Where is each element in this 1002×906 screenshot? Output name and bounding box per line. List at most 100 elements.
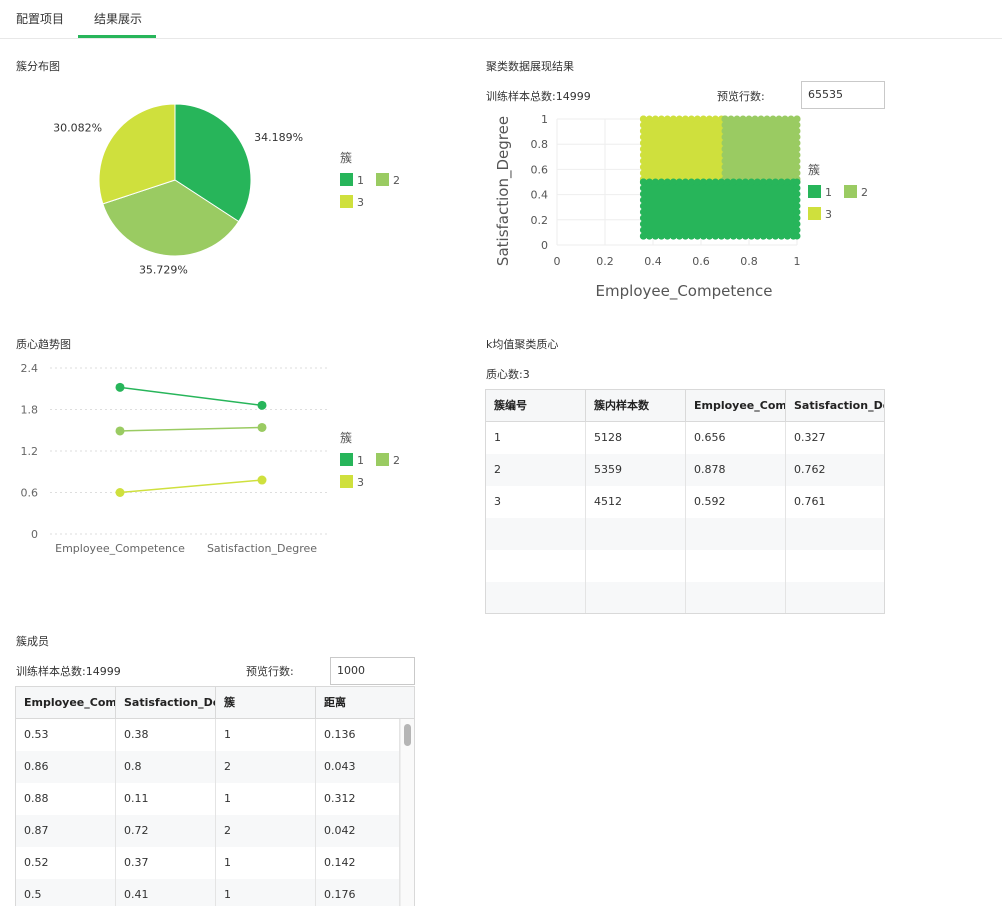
cluster-point	[783, 178, 791, 186]
table-row: 0.52 0.37 1 0.142	[16, 847, 414, 879]
pie-label-1: 34.189%	[254, 131, 303, 144]
cluster-point	[759, 232, 767, 240]
scrollbar-thumb[interactable]	[404, 724, 411, 746]
cluster-point	[639, 151, 647, 159]
series-line-1	[119, 386, 263, 407]
scatter-section-title: 聚类数据展现结果	[486, 60, 574, 73]
tab-config[interactable]: 配置项目	[16, 12, 65, 26]
y-tick-label: 1	[541, 113, 548, 126]
cluster-point	[777, 232, 785, 240]
members-header-cell[interactable]: 簇	[216, 687, 316, 718]
cluster-point	[733, 115, 741, 123]
members-preview-rows-input[interactable]: 1000	[330, 657, 415, 685]
legend-title: 簇	[340, 430, 352, 445]
table-cell: 0.136	[316, 719, 400, 751]
cluster-point	[721, 169, 729, 177]
centroid-section-title: k均值聚类质心	[486, 338, 559, 351]
cluster-point	[793, 121, 801, 129]
table-cell: 0.043	[316, 751, 400, 783]
cluster-point	[735, 232, 743, 240]
cluster-point	[793, 139, 801, 147]
table-cell: 0.53	[16, 719, 116, 751]
cluster-point	[639, 121, 647, 129]
cluster-point	[681, 115, 689, 123]
members-header-cell[interactable]: 距离	[324, 696, 346, 709]
table-cell: 2	[486, 454, 586, 486]
legend-swatch-3	[340, 475, 353, 488]
table-cell: 0.5	[16, 879, 116, 906]
table-row-empty	[486, 582, 884, 613]
x-tick-label: Employee_Competence	[55, 542, 185, 555]
cluster-point	[793, 133, 801, 141]
cluster-point	[793, 157, 801, 165]
cluster-point	[729, 232, 737, 240]
active-tab-indicator	[78, 35, 156, 38]
cluster-point	[639, 163, 647, 171]
cluster-point	[687, 232, 695, 240]
cluster-point	[711, 178, 719, 186]
table-cell: 0.11	[116, 783, 216, 815]
table-cell: 4512	[586, 486, 686, 518]
table-cell: 1	[216, 847, 316, 879]
cluster-point	[765, 178, 773, 186]
y-tick-label: 1.2	[21, 445, 39, 458]
cluster-point	[721, 127, 729, 135]
cluster-point	[699, 232, 707, 240]
cluster-point	[721, 121, 729, 129]
legend-swatch-2	[844, 185, 857, 198]
members-header-cell[interactable]: Satisfaction_Degree	[116, 687, 216, 718]
legend-label-2: 2	[393, 454, 400, 467]
table-cell	[686, 550, 786, 582]
pie-label-2: 35.729%	[139, 263, 188, 276]
cluster-point	[645, 178, 653, 186]
cluster-point	[793, 115, 801, 123]
cluster-region-1	[643, 182, 797, 237]
members-table-header: Employee_Competence Satisfaction_Degree …	[16, 687, 414, 719]
centroid-header-cell[interactable]: Employee_Competence	[686, 390, 786, 421]
members-table-scrollbar[interactable]	[400, 719, 414, 906]
cluster-region-3	[643, 119, 725, 182]
table-cell: 0.761	[794, 495, 826, 508]
trend-section-title: 质心趋势图	[16, 338, 71, 351]
table-row: 0.86 0.8 2 0.043	[16, 751, 414, 783]
legend-label-1: 1	[357, 454, 364, 467]
centroid-header-cell[interactable]: 簇编号	[486, 390, 586, 421]
cluster-point	[727, 115, 735, 123]
table-cell: 1	[216, 879, 316, 906]
centroid-header-cell[interactable]: Satisfaction_Degree	[794, 399, 884, 412]
cluster-point	[711, 232, 719, 240]
cluster-point	[753, 178, 761, 186]
cluster-point	[699, 178, 707, 186]
x-axis-label: Employee_Competence	[596, 282, 773, 301]
cluster-point	[645, 232, 653, 240]
cluster-point	[639, 115, 647, 123]
tab-results[interactable]: 结果展示	[94, 12, 143, 26]
cluster-point	[723, 178, 731, 186]
table-cell: 0.762	[794, 463, 826, 476]
cluster-point	[657, 178, 665, 186]
cluster-point	[675, 232, 683, 240]
y-tick-label: 0.6	[21, 487, 39, 500]
members-section-title: 簇成员	[16, 635, 49, 648]
cluster-point	[793, 202, 801, 210]
cluster-point	[757, 115, 765, 123]
cluster-point	[657, 115, 665, 123]
cluster-point	[717, 232, 725, 240]
cluster-point	[639, 178, 647, 186]
table-row: 1 5128 0.656 0.327	[486, 422, 884, 454]
table-cell: 0.88	[16, 783, 116, 815]
scatter-preview-rows-input[interactable]: 65535	[801, 81, 885, 109]
cluster-point	[705, 232, 713, 240]
pie-label-3: 30.082%	[53, 121, 102, 134]
members-preview-label: 预览行数:	[246, 665, 294, 678]
scatter-train-total: 训练样本总数:14999	[486, 90, 591, 103]
table-cell: 2	[216, 751, 316, 783]
members-header-cell[interactable]: Employee_Competence	[16, 687, 116, 718]
cluster-point	[721, 151, 729, 159]
centroid-header-cell[interactable]: 簇内样本数	[586, 390, 686, 421]
cluster-point	[753, 232, 761, 240]
cluster-point	[681, 178, 689, 186]
cluster-point	[721, 139, 729, 147]
centroid-table-header: 簇编号 簇内样本数 Employee_Competence Satisfacti…	[486, 390, 884, 422]
legend-label-3: 3	[825, 208, 832, 221]
